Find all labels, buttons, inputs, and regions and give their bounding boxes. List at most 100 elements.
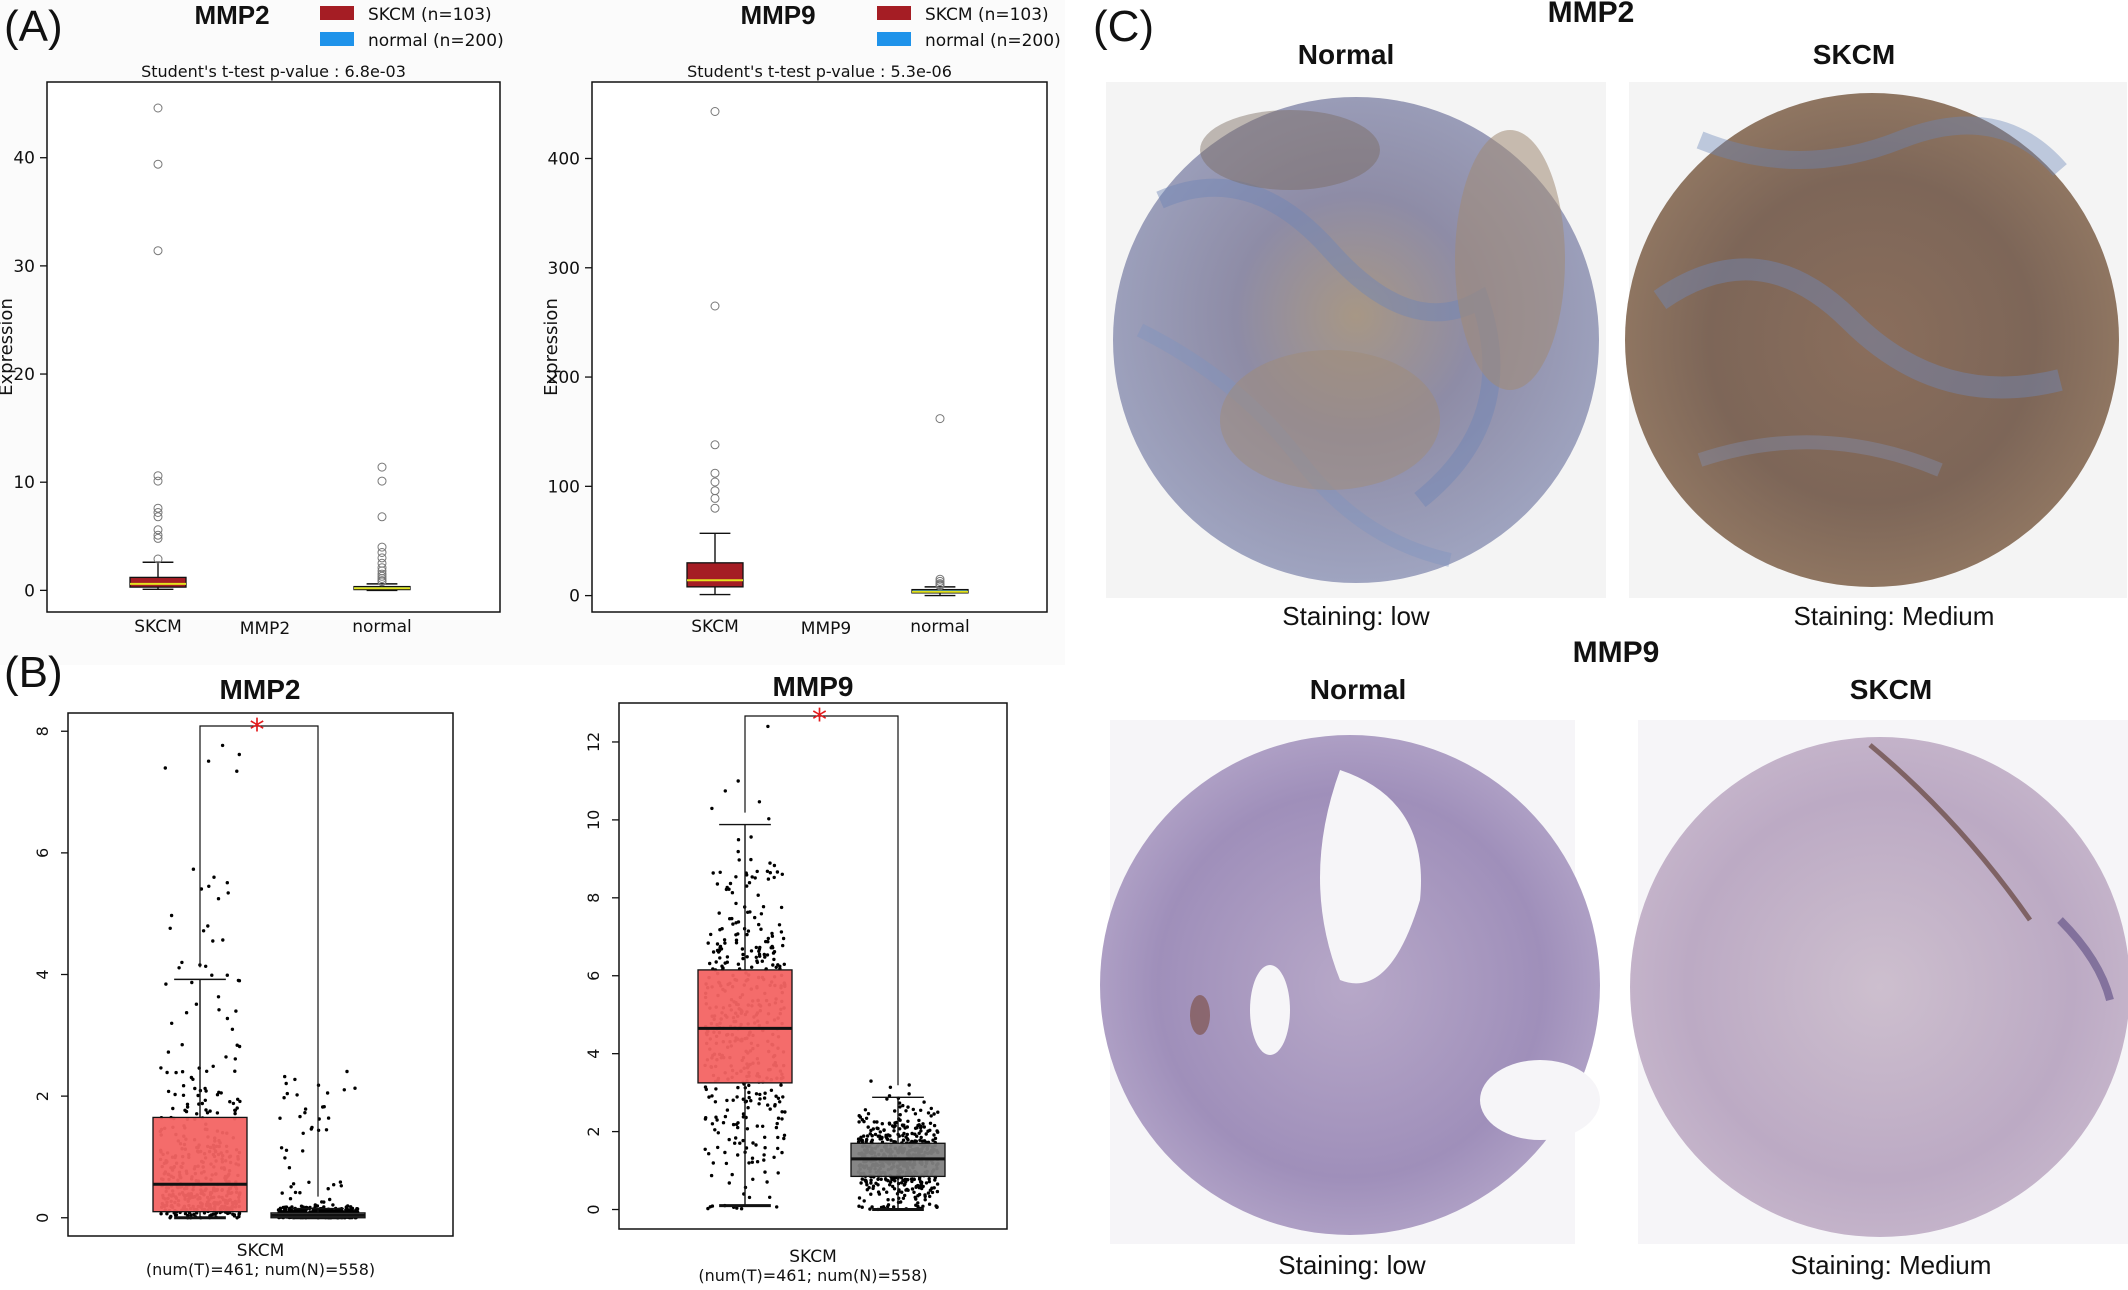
y-tick-label: 2	[584, 1126, 603, 1136]
y-tick-label: 4	[33, 969, 52, 979]
data-point	[899, 1200, 903, 1204]
data-point	[763, 1091, 767, 1095]
data-point	[781, 1095, 785, 1099]
y-tick-label: 0	[24, 581, 35, 601]
data-point	[707, 1095, 711, 1099]
data-point	[884, 1135, 889, 1139]
box	[129, 576, 187, 588]
data-point	[354, 1208, 358, 1213]
outlier-point	[377, 574, 387, 583]
data-point	[865, 1183, 869, 1187]
data-point	[189, 1213, 193, 1217]
data-point	[913, 1132, 917, 1136]
data-point	[921, 1204, 925, 1209]
data-point	[913, 1112, 918, 1116]
outlier-point	[153, 554, 163, 564]
data-point	[715, 942, 720, 946]
data-point	[776, 1135, 780, 1140]
data-point	[887, 1122, 892, 1126]
data-point	[757, 949, 761, 953]
data-point	[768, 861, 772, 865]
data-point	[877, 1192, 882, 1196]
significance-bracket	[744, 715, 899, 1086]
data-point	[872, 1120, 876, 1124]
data-point	[767, 817, 771, 821]
data-point	[741, 956, 745, 961]
data-point	[751, 1177, 755, 1182]
data-point	[857, 1204, 861, 1208]
data-point	[725, 955, 730, 959]
data-point	[301, 1149, 305, 1153]
chart-title: MMP9	[773, 671, 854, 702]
data-point	[765, 1180, 769, 1184]
box-group-tumor	[152, 743, 248, 1220]
data-point	[733, 1141, 737, 1145]
data-point	[932, 1133, 936, 1137]
legend-swatch	[320, 32, 354, 46]
significance-star: *	[250, 713, 265, 748]
data-point	[210, 973, 214, 977]
data-point	[226, 891, 230, 895]
data-point	[907, 1092, 911, 1096]
data-point	[746, 929, 751, 933]
data-point	[736, 962, 741, 966]
data-point	[225, 1016, 230, 1021]
data-point	[888, 1180, 893, 1184]
x-axis-label: SKCM	[789, 1247, 837, 1267]
data-point	[885, 1190, 889, 1194]
data-point	[886, 1203, 891, 1207]
outlier-point	[377, 512, 387, 522]
data-point	[170, 1021, 174, 1025]
data-point	[741, 952, 745, 957]
data-point	[205, 1069, 209, 1074]
data-point	[164, 982, 168, 986]
outlier-point	[710, 477, 720, 487]
data-point	[745, 884, 749, 888]
data-point	[739, 1207, 744, 1211]
data-point	[174, 1070, 178, 1075]
data-point	[740, 947, 745, 951]
data-point	[749, 835, 753, 839]
data-point	[935, 1189, 940, 1194]
data-point	[777, 923, 782, 927]
ihc-mmp2-normal-image	[1106, 82, 1606, 598]
chart-title: MMP2	[194, 0, 269, 30]
y-tick-label: 0	[584, 1204, 603, 1214]
data-point	[916, 1123, 920, 1128]
data-point	[924, 1181, 929, 1185]
x-axis-sublabel: (num(T)=461; num(N)=558)	[146, 1260, 375, 1279]
data-point	[904, 1177, 908, 1182]
data-point	[775, 1205, 779, 1209]
plot-frame	[67, 712, 454, 1237]
data-point	[720, 927, 724, 931]
data-point	[921, 1122, 925, 1126]
data-point	[759, 912, 764, 916]
data-point	[745, 955, 749, 959]
data-point	[870, 1205, 874, 1209]
data-point	[159, 1066, 163, 1070]
data-point	[191, 867, 196, 871]
data-point	[747, 881, 752, 885]
data-point	[180, 960, 184, 965]
y-tick-label: 100	[548, 477, 580, 497]
data-point	[892, 1205, 896, 1209]
data-point	[875, 1120, 879, 1124]
y-tick-label: 6	[584, 971, 603, 981]
data-point	[762, 1096, 767, 1100]
data-point	[715, 1118, 719, 1122]
data-point	[233, 1069, 237, 1073]
data-point	[709, 1173, 714, 1178]
data-point	[714, 1087, 718, 1091]
data-point	[196, 1093, 200, 1098]
data-point	[339, 1184, 343, 1188]
data-point	[865, 1134, 870, 1138]
data-point	[320, 1200, 324, 1204]
data-point	[771, 951, 776, 955]
data-point	[288, 1206, 292, 1211]
data-point	[181, 1093, 186, 1098]
data-point	[754, 955, 758, 959]
data-point	[933, 1178, 937, 1182]
data-point	[710, 1122, 715, 1126]
data-point	[864, 1116, 869, 1121]
data-point	[926, 1111, 931, 1115]
